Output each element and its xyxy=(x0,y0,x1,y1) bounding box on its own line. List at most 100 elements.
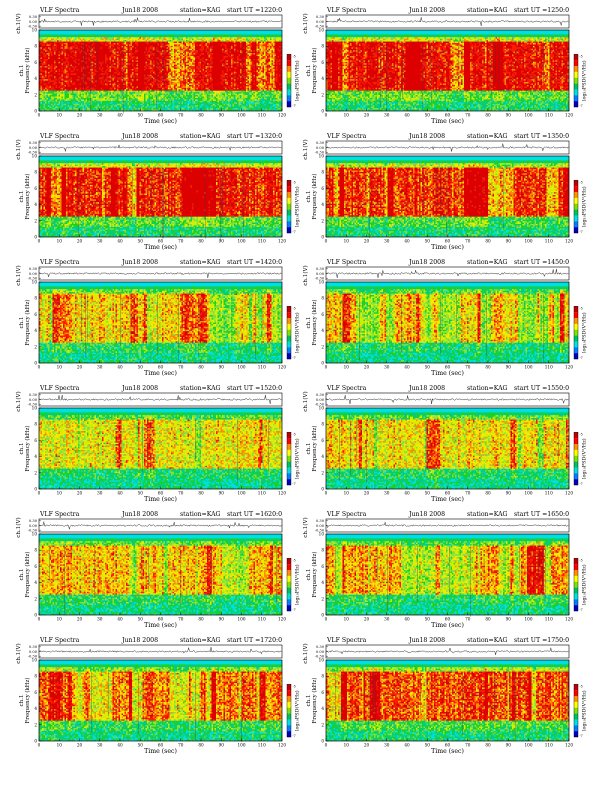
spectrogram-cell xyxy=(110,50,112,52)
spectrogram-cell xyxy=(50,42,52,44)
spectrogram-cell xyxy=(45,52,47,55)
spectrogram-cell xyxy=(99,63,101,67)
spectrogram-cell xyxy=(92,37,94,39)
spectrogram-cell xyxy=(74,94,76,98)
spectrogram-cell xyxy=(93,84,95,88)
spectrogram-cell xyxy=(117,60,119,62)
spectrogram-cell xyxy=(132,37,134,39)
spectrogram-cell xyxy=(104,95,106,97)
spectrogram-cell xyxy=(114,42,116,44)
spectrogram-cell xyxy=(50,107,52,109)
spectrogram-cell xyxy=(123,39,125,41)
spectrogram-cell xyxy=(54,42,56,45)
spectrogram-cell xyxy=(69,36,71,38)
spectrogram-cell xyxy=(101,66,103,69)
spectrogram-cell xyxy=(143,92,145,96)
spectrogram-cell xyxy=(84,98,86,101)
spectrogram-cell xyxy=(87,104,89,106)
spectrogram-cell xyxy=(93,44,95,47)
spectrogram-cell xyxy=(74,68,76,71)
spectrogram-cell xyxy=(128,63,130,65)
spectrogram-cell xyxy=(60,82,62,84)
spectrogram-cell xyxy=(105,40,107,42)
spectrogram-cell xyxy=(111,91,113,95)
spectrogram-cell xyxy=(57,40,59,42)
spectrogram-cell xyxy=(150,40,152,42)
spectrogram-cell xyxy=(62,86,64,88)
spectrogram-cell xyxy=(42,107,44,109)
spectrogram-cell xyxy=(149,65,151,67)
spectrogram-cell xyxy=(41,84,43,86)
spectrogram-cell xyxy=(149,105,151,107)
spectrogram-cell xyxy=(62,81,64,83)
spectrogram-cell xyxy=(117,44,119,46)
spectrogram-cell xyxy=(75,63,77,66)
spectrogram-cell xyxy=(92,39,94,41)
spectrogram-cell xyxy=(71,108,73,110)
spectrogram-cell xyxy=(128,84,130,87)
spectrogram-cell xyxy=(48,57,50,59)
spectrogram-cell xyxy=(105,104,107,106)
spectrogram-cell xyxy=(45,86,47,88)
spectrogram-cell xyxy=(47,34,49,36)
spectrogram-cell xyxy=(74,82,76,85)
spectrogram-cell xyxy=(63,53,65,62)
spectrogram-cell xyxy=(72,50,74,52)
spectrogram-cell xyxy=(80,39,82,41)
spectrogram-cell xyxy=(117,46,119,49)
spectrogram-cell xyxy=(116,73,118,90)
spectrogram-cell xyxy=(101,49,103,64)
spectrogram-cell xyxy=(132,88,134,91)
spectrogram-cell xyxy=(107,107,109,109)
spectrogram-cell xyxy=(84,39,86,41)
spectrogram-cell xyxy=(132,91,134,93)
spectrogram-cell xyxy=(75,49,77,51)
spectrogram-cell xyxy=(83,91,85,93)
spectrogram-cell xyxy=(122,37,124,39)
spectrogram-cell xyxy=(60,79,62,82)
spectrogram-cell xyxy=(107,43,109,45)
spectrogram-cell xyxy=(74,105,76,107)
spectrogram-cell xyxy=(135,73,137,75)
spectrogram-cell xyxy=(69,81,71,85)
spectrogram-cell xyxy=(128,34,130,37)
spectrogram-cell xyxy=(108,42,110,45)
spectrogram-cell xyxy=(51,40,53,42)
spectrogram-cell xyxy=(44,68,46,71)
spectrogram-cell xyxy=(114,59,116,63)
spectrogram-cell xyxy=(129,37,131,39)
spectrogram-cell xyxy=(95,40,97,42)
spectrogram-cell xyxy=(53,105,55,107)
spectrogram-cell xyxy=(63,94,65,100)
spectrogram-cell xyxy=(120,98,122,100)
spectrogram-cell xyxy=(122,75,124,77)
spectrogram-cell xyxy=(95,105,97,107)
spectrogram-cell xyxy=(114,92,116,95)
spectrogram-cell xyxy=(149,63,151,65)
spectrogram-cell xyxy=(72,101,74,103)
spectrogram-cell xyxy=(137,68,139,70)
spectrogram-cell xyxy=(80,37,82,39)
spectrogram-cell xyxy=(144,53,146,66)
spectrogram-cell xyxy=(62,46,64,48)
spectrogram-cell xyxy=(42,76,44,78)
spectrogram-gap xyxy=(90,42,91,110)
spectrogram-cell xyxy=(114,105,116,107)
spectrogram-cell xyxy=(71,98,73,100)
spectrogram-cell xyxy=(71,78,73,80)
spectrogram-cell xyxy=(78,37,80,39)
spectrogram xyxy=(39,30,282,114)
spectrogram-cell xyxy=(101,94,103,97)
spectrogram-cell xyxy=(50,91,52,94)
spectrogram-cell xyxy=(128,81,130,83)
spectrogram-cell xyxy=(125,104,127,106)
spectrogram-cell xyxy=(44,71,46,73)
spectrogram-cell xyxy=(48,47,50,49)
spectrogram-cell xyxy=(75,59,77,61)
spectrogram-gap xyxy=(123,42,124,114)
spectrogram-cell xyxy=(53,101,55,103)
spectrogram-cell xyxy=(71,43,73,46)
spectrogram-cell xyxy=(81,46,83,48)
spectrogram-cell xyxy=(147,99,149,101)
spectrogram-cell xyxy=(129,52,131,54)
